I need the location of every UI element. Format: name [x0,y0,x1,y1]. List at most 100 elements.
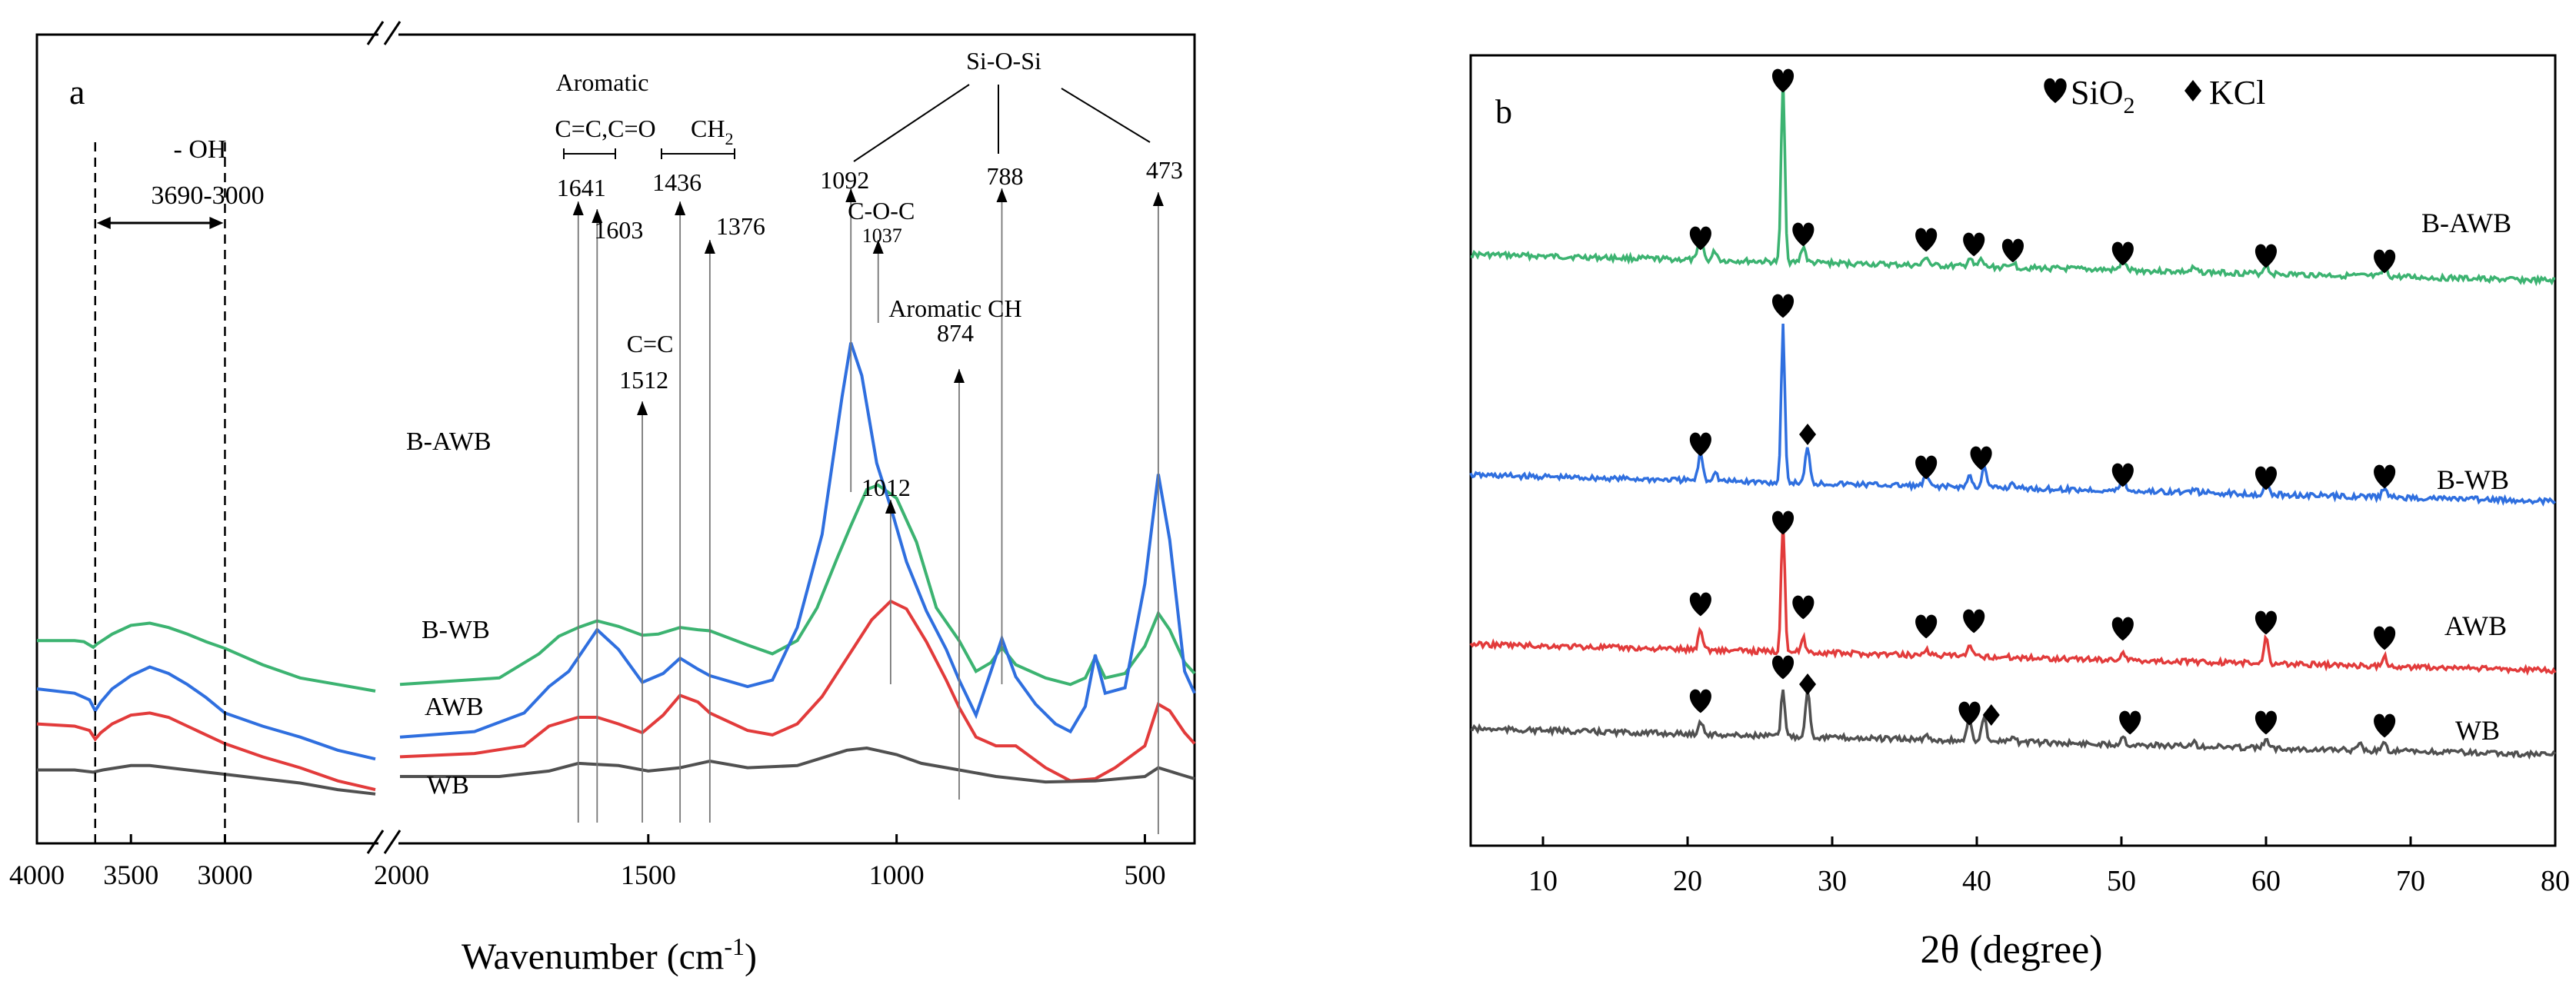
peak-line-788-arrow [996,188,1008,202]
heart-icon-b-wb-4 [1970,446,1992,471]
legend-sio2: SiO2 [2071,74,2134,118]
panel-b-frame [1469,54,2557,847]
heart-icon-b-awb-5 [2001,238,2024,263]
heart-icon-awb-7 [2374,626,2396,650]
x-tick-label-1000: 1000 [869,860,925,890]
series-label-b-awb-a: B-AWB [406,427,492,456]
peak-label-1012: 1012 [861,474,911,501]
peak-label-874: 874 [937,319,974,347]
ccco-bracket [563,148,616,159]
legend-kcl: KCl [2209,74,2265,111]
x-tick-label-b-60: 60 [2251,865,2281,897]
ftir-line-awb-low [399,599,1196,783]
heart-icon-awb-6 [2254,610,2278,635]
series-label-b-wb-a: B-WB [422,616,490,644]
ftir-line-wb-low [400,746,1195,784]
panel-b-label: b [1495,93,1512,131]
ftir-line-wb-high [37,763,376,796]
ftir-line-b-wb-low [399,342,1196,739]
x-tick-label-3500: 3500 [103,860,158,890]
heart-icon-b-awb-3 [1915,228,1938,252]
sios-line-473 [1061,88,1151,143]
peak-label-1436: 1436 [652,168,701,196]
legend-heart-icon [2044,78,2067,104]
axis-break-gap [378,15,398,861]
heart-icon-wb-3 [1958,701,1981,726]
sios-line-1092 [853,84,970,162]
peak-line-1012-arrow [885,500,896,514]
sios-label: Si-O-Si [966,47,1041,75]
ftir-panel: a - OH 3690-3000 1641 1603 1436 1376 C=C 1512 10… [9,15,1196,977]
heart-icon-b-wb-6 [2254,466,2278,490]
heart-icon-b-awb-2 [1792,222,1815,247]
heart-icon-b-awb-4 [1963,232,1985,257]
heart-icon-awb-3 [1915,614,1938,639]
ftir-line-awb-high [36,711,376,792]
xrd-line-wb [1470,689,2557,760]
diamond-icon-wb-4 [1982,704,2000,726]
x-tick-label-b-70: 70 [2396,865,2425,897]
ftir-line-b-awb-high [37,621,376,693]
panel-a-frame [35,33,1196,845]
diamond-icon-wb-2 [1799,673,1817,695]
peak-line-1603-arrow [592,209,603,223]
heart-icon-awb-0 [1689,592,1711,617]
heart-icon-wb-5 [2119,710,2141,735]
peak-label-1603: 1603 [594,216,643,244]
cc-label: C=C [627,330,674,357]
x-tick-label-b-40: 40 [1962,865,1991,897]
diamond-icon-b-wb-2 [1799,424,1817,445]
peak-line-1092-arrow [845,188,857,202]
xrd-panel: b 10 20 30 40 50 60 70 80 SiO2 KCl B-AWB B-WB A… [1469,54,2570,972]
aromatic-ch-label: Aromatic CH [888,294,1021,322]
peak-label-1512: 1512 [619,366,668,394]
peak-label-473: 473 [1146,156,1183,184]
peak-line-1436-arrow [675,201,686,215]
series-label-b-wb-b: B-WB [2437,464,2509,495]
coc-label: C-O-C [848,197,915,224]
heart-icon-wb-1 [1772,655,1795,680]
panel-a-label: a [69,72,85,111]
peak-line-473-arrow [1152,192,1164,206]
series-label-b-awb-b: B-AWB [2421,208,2511,238]
peak-line-1037-arrow [872,240,884,254]
peak-label-1092: 1092 [820,166,869,194]
x-tick-label-4000: 4000 [9,860,65,890]
x-axis-label-a: Wavenumber (cm-1) [462,933,757,977]
peak-label-1641: 1641 [557,174,606,201]
x-axis-label-b: 2θ (degree) [1920,928,2102,972]
oh-title: - OH [174,135,227,164]
xrd-line-awb [1469,520,2557,676]
x-tick-label-3000: 3000 [197,860,252,890]
series-label-awb-b: AWB [2444,610,2507,641]
heart-icon-b-wb-0 [1689,432,1711,457]
heart-icon-b-awb-0 [1689,226,1711,251]
legend: SiO2 KCl [2044,74,2265,118]
heart-icon-b-awb-8 [2374,249,2396,274]
heart-icon-awb-4 [1963,609,1985,633]
x-tick-label-500: 500 [1124,860,1165,890]
ftir-line-b-wb-high [36,665,376,761]
oh-range-label: 3690-3000 [151,181,264,210]
x-tick-label-b-10: 10 [1528,865,1558,897]
series-label-wb-a: WB [427,771,469,800]
axis-break-mark-3 [383,21,402,45]
xrd-line-b-wb [1469,324,2556,507]
x-tick-label-b-30: 30 [1818,865,1847,897]
ch2-label: CH2 [691,115,733,148]
axis-break-mark-0 [366,830,385,854]
heart-icon-awb-1 [1772,510,1795,535]
series-label-awb-a: AWB [425,693,484,721]
axis-break-mark-2 [366,21,385,45]
heart-icon-b-wb-3 [1915,455,1938,480]
oh-arrowhead-right [209,217,224,229]
aromatic-title: Aromatic [556,68,649,96]
peak-label-1376: 1376 [716,212,765,240]
x-tick-label-b-80: 80 [2541,865,2570,897]
oh-arrowhead-left [96,217,111,229]
x-tick-label-1500: 1500 [621,860,676,890]
heart-icon-wb-7 [2374,713,2396,738]
peak-line-874-arrow [953,369,965,383]
series-label-wb-b: WB [2455,715,2500,746]
